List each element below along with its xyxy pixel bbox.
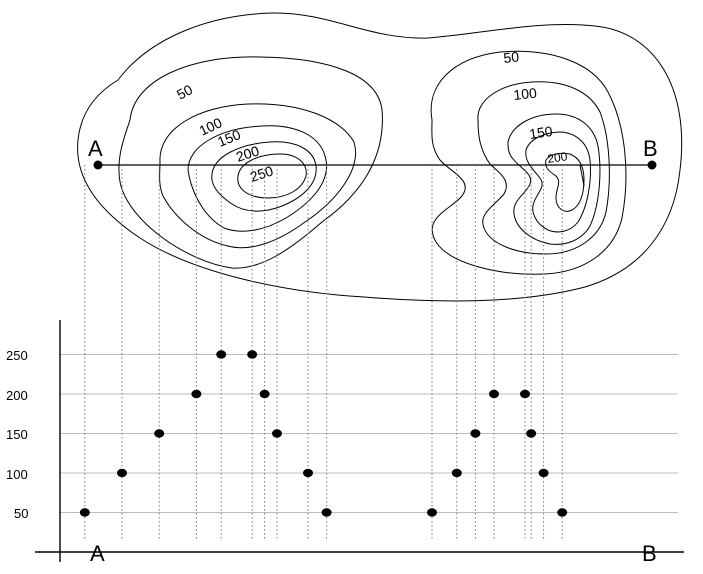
point-a-label: A <box>88 136 103 161</box>
contour-right-150 <box>477 81 610 255</box>
profile-point-16 <box>526 429 537 438</box>
profile-point-15 <box>520 389 530 399</box>
y-tick-labels: 250 200 150 100 50 <box>6 348 28 521</box>
y-tick-250: 250 <box>6 348 28 363</box>
contour-left-peak <box>237 153 307 199</box>
profile-point-10 <box>321 508 332 517</box>
profile-point-4 <box>191 389 202 399</box>
contour-outer <box>77 12 683 302</box>
profile-point-5 <box>216 350 227 359</box>
y-tick-100: 100 <box>6 467 28 482</box>
contour-right-peak <box>545 152 585 212</box>
left-label-50: 50 <box>174 81 195 103</box>
left-label-200: 200 <box>234 142 261 165</box>
point-b-label: B <box>643 136 658 161</box>
right-label-200: 200 <box>546 149 568 166</box>
right-label-150: 150 <box>528 123 554 142</box>
projection-guides <box>84 165 563 540</box>
contour-right-100 <box>430 50 627 275</box>
y-tick-200: 200 <box>6 388 28 403</box>
profile-point-13 <box>470 429 481 438</box>
point-b-marker <box>647 160 657 170</box>
contour-right-200-inner <box>525 131 591 233</box>
profile-end-label: B <box>642 541 657 566</box>
profile-chart: 250 200 150 100 50 A B <box>6 165 684 566</box>
right-label-50: 50 <box>503 48 520 66</box>
contour-left-250 <box>211 141 317 212</box>
profile-point-12 <box>451 468 462 478</box>
profile-point-9 <box>303 468 313 478</box>
point-a-marker <box>93 160 103 170</box>
contour-left-150 <box>159 103 356 249</box>
profile-point-18 <box>557 508 568 517</box>
grid-lines <box>60 354 678 513</box>
contour-left-200 <box>187 125 328 232</box>
contour-map: A B 50 100 150 200 250 50 100 150 200 <box>77 12 683 302</box>
profile-point-1 <box>79 508 90 517</box>
profile-point-7 <box>259 389 270 399</box>
profile-point-17 <box>538 468 549 478</box>
ridge-tick <box>579 164 585 187</box>
y-tick-50: 50 <box>14 506 28 521</box>
profile-point-11 <box>427 508 437 517</box>
profile-point-8 <box>272 429 282 438</box>
profile-point-14 <box>489 389 499 399</box>
contour-left-100 <box>118 56 383 269</box>
right-label-100: 100 <box>513 85 538 103</box>
left-label-250: 250 <box>248 162 275 185</box>
profile-start-label: A <box>90 541 105 566</box>
left-hill-labels: 50 100 150 200 250 <box>174 81 275 185</box>
profile-points <box>79 350 568 517</box>
y-tick-150: 150 <box>6 427 28 442</box>
profile-point-2 <box>117 468 127 478</box>
contour-right-200 <box>507 113 601 245</box>
profile-point-6 <box>247 350 258 359</box>
profile-point-3 <box>154 429 165 438</box>
right-hill-labels: 50 100 150 200 <box>503 48 569 166</box>
